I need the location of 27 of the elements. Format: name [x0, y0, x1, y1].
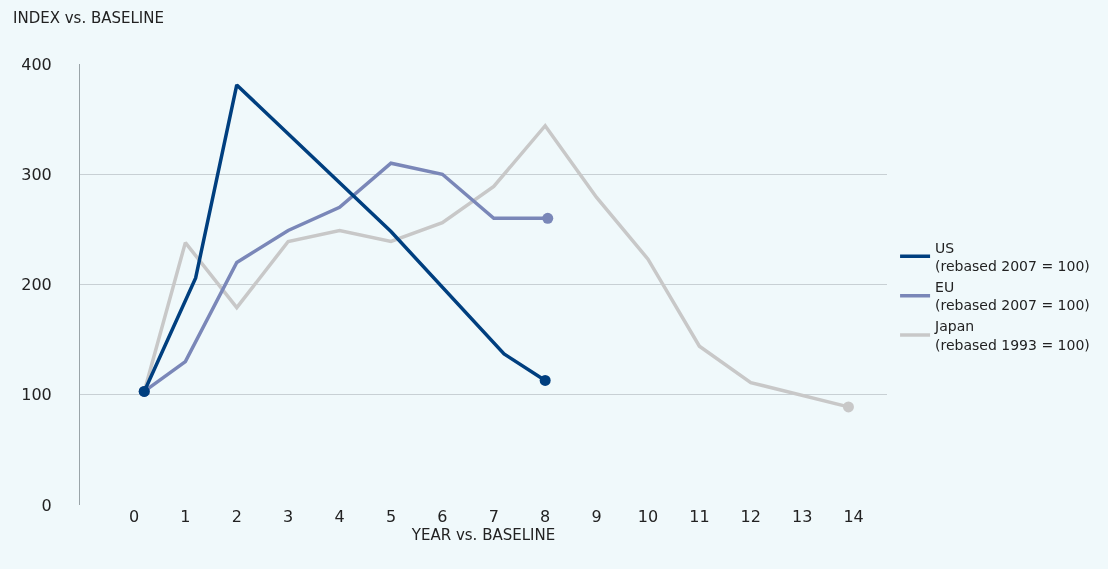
point: [542, 212, 554, 224]
legend-label: EU (rebased 2007 = 100): [935, 279, 1090, 314]
x-tick-label: 8: [540, 507, 551, 526]
x-tick-label: 3: [283, 507, 294, 526]
x-tick-label: 6: [437, 507, 448, 526]
x-tick-label: 4: [334, 507, 345, 526]
x-tick-label: 11: [689, 507, 710, 526]
legend-label: US (rebased 2007 = 100): [935, 239, 1090, 274]
x-tick-label: 13: [792, 507, 813, 526]
x-tick-label: 10: [637, 507, 659, 526]
y-tick-label: 400: [21, 54, 52, 74]
y-tick-label: 200: [21, 275, 52, 295]
x-axis-title: YEAR vs. BASELINE: [410, 526, 556, 544]
legend-label: Japan (rebased 1993 = 100): [934, 318, 1090, 353]
point: [842, 401, 854, 413]
y-tick-label: 300: [21, 164, 52, 184]
y-tick-label: 100: [21, 385, 52, 405]
x-tick-label: 0: [128, 507, 140, 526]
point: [539, 374, 551, 386]
x-tick-label: 9: [591, 507, 602, 526]
x-tick-label: 7: [488, 507, 499, 526]
x-tick-label: 14: [843, 507, 864, 526]
x-tick-label: 1: [180, 507, 191, 526]
x-tick-label: 5: [385, 507, 397, 526]
x-tick-label: 12: [740, 507, 761, 526]
x-tick-label: 2: [231, 507, 242, 526]
y-axis-title: INDEX vs. BASELINE: [13, 9, 164, 27]
